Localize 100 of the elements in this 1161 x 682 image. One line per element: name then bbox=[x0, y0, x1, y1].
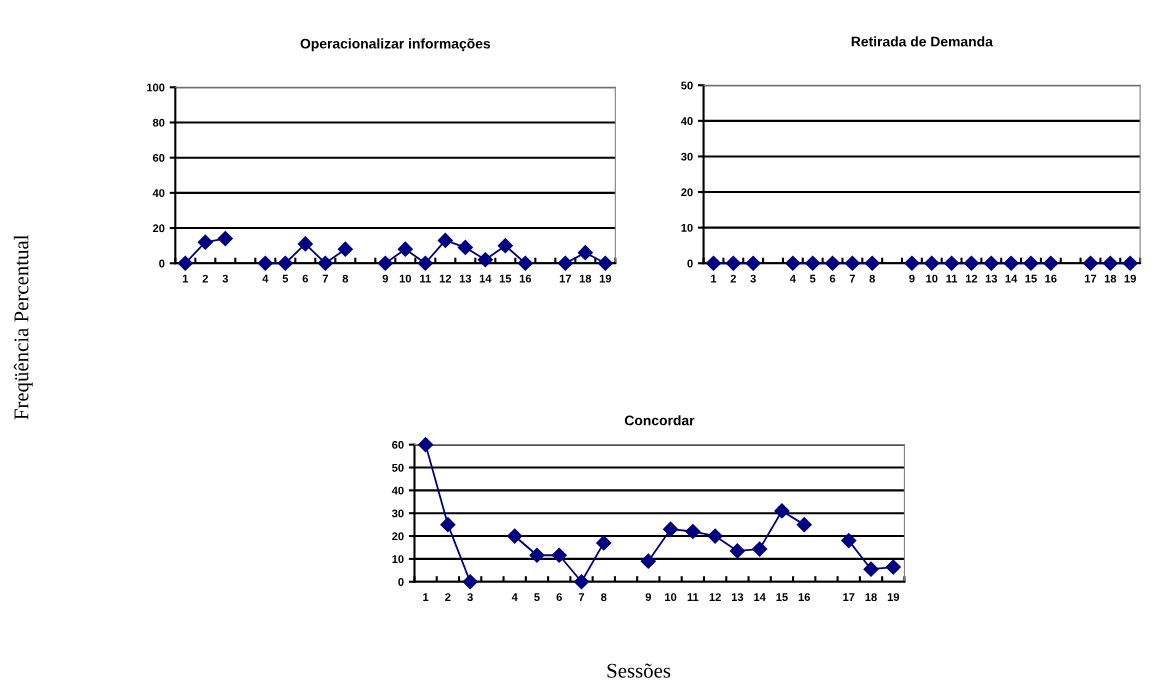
x-tick-label: 15 bbox=[499, 274, 512, 283]
y-tick-label: 20 bbox=[681, 188, 693, 197]
x-tick-label: 15 bbox=[1025, 274, 1037, 283]
point bbox=[217, 231, 233, 247]
point bbox=[551, 547, 567, 563]
x-tick-label: 19 bbox=[887, 593, 900, 602]
point bbox=[885, 559, 901, 575]
point bbox=[497, 238, 513, 254]
y-axis-title: Freqüência Percentual bbox=[13, 234, 33, 420]
point bbox=[729, 543, 745, 559]
point bbox=[596, 535, 612, 551]
x-tick-label: 12 bbox=[439, 274, 452, 283]
y-tick-label: 30 bbox=[391, 509, 404, 518]
point bbox=[597, 255, 613, 271]
x-tick-label: 11 bbox=[687, 593, 699, 601]
point bbox=[841, 533, 857, 549]
point bbox=[462, 574, 478, 590]
y-tick-label: 50 bbox=[681, 81, 693, 90]
y-tick-label: 0 bbox=[398, 578, 404, 586]
x-tick-label: 11 bbox=[946, 274, 958, 283]
x-tick-label: 15 bbox=[776, 593, 788, 602]
x-tick-label: 1 bbox=[711, 274, 717, 283]
x-tick-label: 8 bbox=[601, 593, 607, 602]
point bbox=[517, 255, 533, 271]
x-tick-label: 16 bbox=[798, 593, 810, 602]
x-tick-label: 3 bbox=[750, 274, 756, 283]
x-tick-label: 12 bbox=[965, 274, 978, 283]
point bbox=[573, 574, 590, 590]
x-tick-label: 1 bbox=[182, 274, 189, 283]
point bbox=[437, 232, 453, 248]
x-tick-label: 11 bbox=[420, 274, 431, 283]
chart-title: Operacionalizar informações bbox=[300, 38, 491, 52]
point bbox=[529, 547, 545, 563]
point bbox=[640, 553, 656, 569]
x-tick-label: 2 bbox=[730, 274, 736, 283]
y-tick-label: 100 bbox=[147, 83, 165, 92]
y-tick-label: 0 bbox=[687, 259, 693, 268]
y-tick-label: 80 bbox=[152, 118, 165, 127]
x-tick-label: 17 bbox=[843, 593, 855, 601]
x-tick-label: 1 bbox=[423, 593, 429, 601]
x-tick-label: 5 bbox=[534, 593, 540, 602]
y-tick-label: 40 bbox=[391, 486, 404, 495]
x-tick-label: 7 bbox=[578, 593, 585, 601]
point bbox=[177, 255, 193, 271]
x-tick-label: 13 bbox=[985, 274, 998, 283]
y-tick-label: 40 bbox=[680, 117, 693, 125]
chart-title: Retirada de Demanda bbox=[851, 36, 993, 47]
point bbox=[257, 255, 273, 271]
x-tick-label: 13 bbox=[731, 593, 744, 602]
x-tick-label: 5 bbox=[809, 274, 816, 283]
x-tick-label: 8 bbox=[342, 274, 349, 283]
x-tick-label: 7 bbox=[849, 274, 855, 283]
chart-title: Concordar bbox=[624, 415, 695, 426]
y-tick-label: 40 bbox=[152, 189, 165, 198]
x-tick-label: 5 bbox=[282, 274, 289, 283]
x-tick-label: 18 bbox=[865, 593, 877, 602]
x-tick-label: 13 bbox=[459, 274, 472, 283]
x-tick-label: 9 bbox=[382, 274, 388, 283]
x-tick-label: 19 bbox=[1124, 274, 1136, 283]
x-tick-label: 16 bbox=[1045, 274, 1057, 283]
point bbox=[418, 437, 434, 453]
x-tick-label: 4 bbox=[789, 274, 796, 283]
x-tick-label: 4 bbox=[511, 593, 518, 601]
y-tick-label: 30 bbox=[681, 152, 693, 161]
x-tick-label: 14 bbox=[754, 593, 766, 601]
point bbox=[317, 255, 333, 271]
point bbox=[277, 255, 293, 271]
x-tick-label: 9 bbox=[645, 593, 651, 602]
y-tick-label: 20 bbox=[392, 532, 404, 541]
point bbox=[507, 528, 523, 544]
x-tick-label: 14 bbox=[479, 274, 492, 283]
x-tick-label: 3 bbox=[467, 593, 473, 602]
x-tick-label: 8 bbox=[869, 274, 875, 283]
x-tick-label: 6 bbox=[556, 593, 562, 602]
point bbox=[685, 523, 701, 540]
x-tick-label: 9 bbox=[909, 274, 915, 283]
x-tick-label: 6 bbox=[302, 274, 309, 283]
x-tick-label: 4 bbox=[262, 274, 269, 283]
y-tick-label: 10 bbox=[392, 555, 404, 564]
point bbox=[337, 241, 353, 257]
point bbox=[796, 517, 812, 533]
x-tick-label: 18 bbox=[579, 274, 592, 283]
point bbox=[663, 521, 679, 537]
point bbox=[297, 236, 313, 252]
x-tick-label: 16 bbox=[519, 274, 532, 283]
y-tick-label: 60 bbox=[152, 153, 165, 162]
y-tick-label: 20 bbox=[152, 224, 165, 233]
x-tick-label: 2 bbox=[445, 593, 451, 601]
y-tick-label: 50 bbox=[392, 463, 404, 472]
x-tick-label: 3 bbox=[222, 274, 228, 283]
point bbox=[477, 252, 493, 268]
x-tick-label: 10 bbox=[665, 593, 677, 602]
point bbox=[197, 234, 213, 250]
y-tick-label: 0 bbox=[159, 259, 165, 268]
point bbox=[752, 541, 768, 557]
point bbox=[863, 561, 879, 577]
point bbox=[577, 245, 593, 261]
x-tick-label: 10 bbox=[926, 274, 938, 283]
x-tick-label: 18 bbox=[1104, 274, 1117, 283]
point bbox=[377, 255, 393, 271]
